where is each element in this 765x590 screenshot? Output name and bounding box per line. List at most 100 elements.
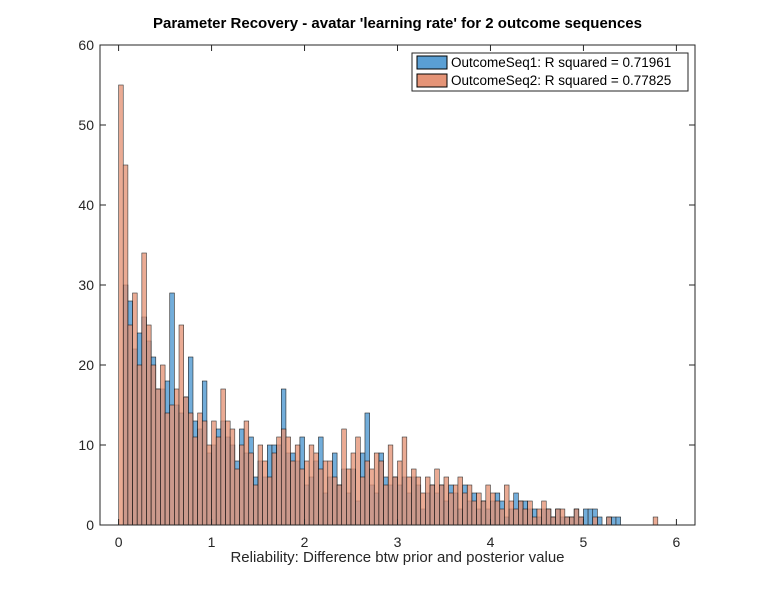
bar-series-2-51	[355, 436, 361, 526]
bar-series-2-8	[155, 388, 161, 526]
bar-series-2-58	[387, 444, 394, 526]
x-tick-label: 5	[580, 534, 588, 550]
bar-series-2-101	[606, 516, 612, 526]
bar-series-2-69	[439, 484, 445, 526]
bar-series-2-29	[253, 484, 259, 526]
bar-series-2-7	[150, 364, 157, 526]
bar-series-2-33	[271, 452, 277, 526]
bar-series-1-102	[597, 516, 603, 526]
bar-series-2-17	[197, 412, 203, 526]
bar-series-2-93	[550, 516, 556, 526]
x-tick-label: 0	[115, 534, 123, 550]
bar-series-2-67	[429, 484, 435, 526]
chart-title: Parameter Recovery - avatar 'learning ra…	[153, 15, 642, 32]
bar-series-1-105	[615, 516, 621, 526]
bar-series-2-60	[397, 460, 403, 526]
legend-swatch-series-1	[416, 55, 448, 70]
bar-series-2-81	[494, 500, 501, 526]
bar-series-2-73	[457, 476, 463, 526]
bar-series-2-43	[318, 468, 324, 526]
x-tick-label: 6	[673, 534, 681, 550]
bar-series-2-30	[257, 444, 263, 526]
bar-series-2-77	[476, 492, 482, 526]
bar-series-2-80	[490, 492, 496, 526]
bar-series-2-6	[146, 324, 152, 526]
bar-series-2-72	[452, 484, 459, 526]
bar-series-1-99	[583, 508, 589, 526]
y-tick-label: 60	[78, 37, 94, 53]
bar-series-2-25	[234, 468, 240, 526]
bar-series-2-16	[192, 436, 198, 526]
x-tick-label: 2	[301, 534, 309, 550]
bars-layer	[118, 84, 659, 526]
bar-series-2-63	[411, 468, 417, 526]
x-tick-label: 1	[208, 534, 216, 550]
y-tick-label: 40	[78, 197, 94, 213]
bar-series-2-26	[239, 444, 245, 526]
bar-series-2-42	[313, 452, 319, 526]
bar-series-2-64	[415, 476, 422, 526]
bar-series-2-19	[206, 444, 212, 526]
bar-series-2-50	[350, 452, 356, 526]
bar-series-2-46	[332, 476, 338, 526]
bar-series-2-97	[569, 516, 575, 526]
bar-series-2-88	[527, 500, 533, 526]
y-tick-label: 0	[86, 517, 94, 533]
bar-series-2-55	[373, 452, 380, 526]
bar-series-2-94	[555, 508, 561, 526]
bar-series-2-35	[280, 428, 287, 526]
bar-series-2-84	[508, 500, 515, 526]
bar-series-2-31	[262, 460, 268, 526]
legend-swatch-series-2	[416, 73, 448, 88]
bar-series-2-85	[513, 508, 519, 526]
bar-series-2-95	[559, 508, 566, 526]
y-tick-label: 50	[78, 117, 94, 133]
bar-series-2-96	[564, 516, 570, 526]
legend-box	[411, 52, 689, 92]
bar-series-2-21	[215, 436, 222, 526]
bar-series-2-61	[401, 436, 408, 526]
bar-series-2-87	[522, 508, 528, 526]
bar-series-1-100	[587, 508, 594, 526]
bar-series-2-1	[122, 164, 129, 526]
x-axis-label: Reliability: Difference btw prior and po…	[230, 549, 564, 566]
bar-series-2-78	[480, 500, 487, 526]
bar-series-2-10	[164, 412, 171, 526]
bar-series-2-47	[336, 484, 343, 526]
bar-series-2-5	[141, 252, 147, 526]
bar-series-2-59	[392, 476, 398, 526]
bar-series-2-70	[443, 476, 449, 526]
y-tick-label: 30	[78, 277, 94, 293]
bar-series-2-89	[531, 516, 538, 526]
bar-series-2-36	[285, 436, 291, 526]
legend-label-series-1: OutcomeSeq1: R squared = 0.71961	[451, 55, 671, 70]
bar-series-2-102	[652, 516, 659, 526]
y-tick-label: 20	[78, 357, 94, 373]
bar-series-1-104	[611, 516, 617, 526]
bar-series-2-45	[327, 460, 333, 526]
bar-series-2-79	[485, 484, 491, 526]
bar-series-2-98	[573, 508, 580, 526]
bar-series-2-82	[499, 508, 505, 526]
bar-series-2-11	[169, 404, 175, 526]
bar-series-2-23	[225, 420, 231, 526]
bar-series-2-28	[248, 452, 254, 526]
bar-series-2-62	[406, 476, 412, 526]
x-tick-label: 3	[394, 534, 402, 550]
x-tick-label: 4	[487, 534, 495, 550]
bar-series-2-38	[294, 444, 301, 526]
bar-series-2-76	[471, 500, 477, 526]
bar-series-2-13	[178, 324, 184, 526]
bar-series-2-83	[504, 484, 510, 526]
legend: OutcomeSeq1: R squared = 0.71961 Outcome…	[411, 52, 689, 92]
bar-series-2-53	[364, 460, 370, 526]
bar-series-2-24	[229, 428, 236, 526]
bar-series-2-22	[220, 388, 226, 526]
bar-series-2-9	[160, 364, 166, 526]
bar-series-2-18	[201, 420, 208, 526]
bar-series-2-86	[518, 500, 524, 526]
bar-series-2-3	[132, 292, 138, 526]
bar-series-2-91	[541, 500, 547, 526]
bar-series-2-2	[127, 324, 133, 526]
bar-series-2-99	[578, 516, 584, 526]
